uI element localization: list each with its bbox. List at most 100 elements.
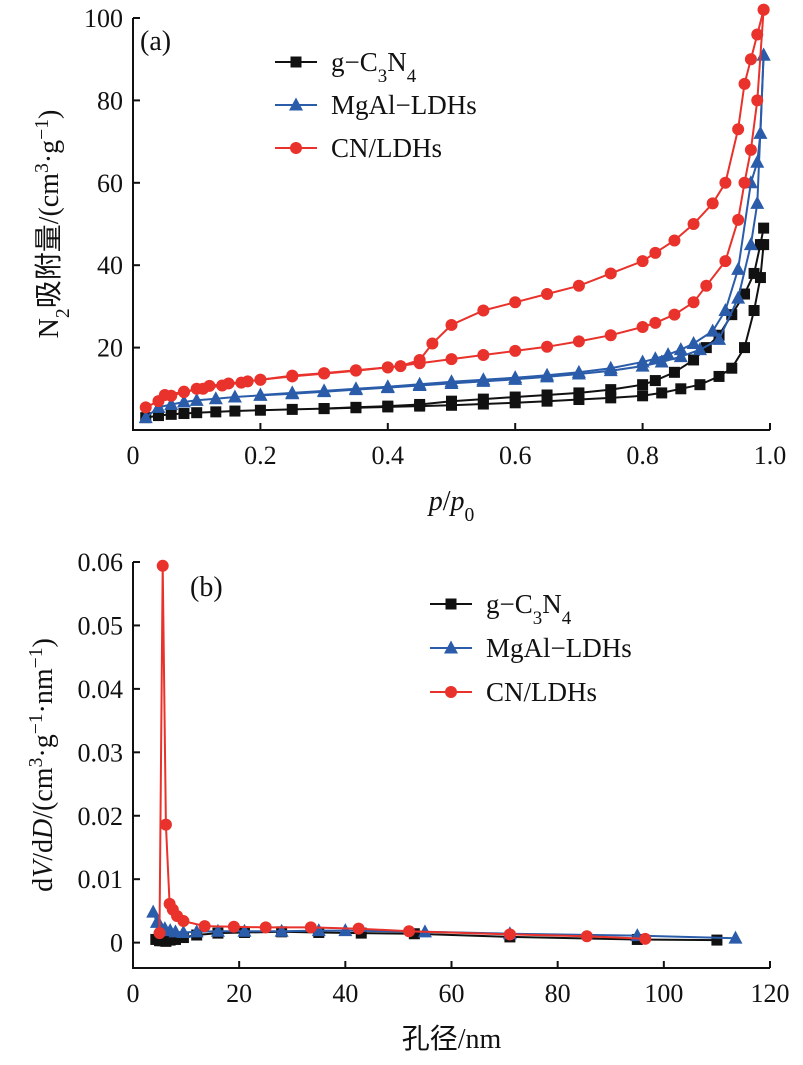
data-point <box>637 390 649 402</box>
data-point <box>477 349 490 362</box>
data-point <box>210 406 222 418</box>
data-point <box>675 383 687 395</box>
legend-label: MgAl−LDHs <box>486 633 632 663</box>
y-tick-label: 0.01 <box>78 865 124 894</box>
data-point <box>668 308 681 321</box>
data-point <box>541 288 554 301</box>
data-point <box>237 923 252 937</box>
y-tick-label: 0 <box>110 929 123 958</box>
x-tick-label: 100 <box>644 979 683 1008</box>
data-point <box>637 379 649 391</box>
data-point <box>687 218 700 230</box>
data-point <box>603 360 618 374</box>
x-tick-label: 120 <box>751 979 790 1008</box>
data-point <box>176 924 191 938</box>
data-point <box>731 261 746 275</box>
y-tick-label: 100 <box>84 4 123 33</box>
data-point <box>476 372 491 386</box>
y-tick-label: 60 <box>97 169 123 198</box>
data-point <box>197 382 210 395</box>
data-point <box>751 94 764 107</box>
legend-label: g−C3N4 <box>486 589 572 629</box>
data-point <box>210 923 225 937</box>
data-point <box>318 367 331 380</box>
data-point <box>540 367 555 381</box>
series-mgal-ldhs <box>138 47 771 424</box>
data-point <box>176 394 191 408</box>
data-point <box>235 376 248 389</box>
data-point <box>444 374 459 388</box>
data-point <box>571 364 586 378</box>
x-tick-label: 60 <box>439 979 465 1008</box>
axes-b <box>132 562 770 969</box>
legend-label: MgAl−LDHs <box>331 90 477 120</box>
data-point <box>757 3 770 16</box>
data-point <box>541 340 554 353</box>
data-point <box>403 925 416 938</box>
data-point <box>138 410 153 424</box>
data-point <box>726 309 738 321</box>
data-point <box>580 930 593 943</box>
data-point <box>208 391 223 405</box>
y-tick-label: 0.06 <box>78 548 124 577</box>
data-point <box>152 410 164 422</box>
data-point <box>349 364 362 377</box>
data-point <box>726 362 738 374</box>
data-point <box>705 323 720 337</box>
data-point <box>146 904 161 918</box>
data-point <box>572 335 585 348</box>
x-axis-label: p/p0 <box>427 486 475 526</box>
data-point <box>348 381 363 395</box>
data-point <box>654 354 669 368</box>
series-line <box>145 244 765 419</box>
data-point <box>311 923 326 937</box>
data-point <box>605 384 617 396</box>
data-point <box>414 398 426 410</box>
data-point <box>191 407 203 419</box>
legend-label: CN/LDHs <box>331 133 442 163</box>
data-point <box>649 246 662 259</box>
y-tick-label: 40 <box>97 251 123 280</box>
data-point <box>636 255 649 268</box>
data-point <box>198 920 211 933</box>
chart-b: 0 20 40 60 80 100 120 0 0.01 0.02 0.03 0.04 0.05 0.06… <box>26 548 790 1055</box>
data-point <box>739 288 751 300</box>
data-point <box>509 344 522 357</box>
data-point <box>477 393 489 405</box>
data-point <box>189 924 204 938</box>
data-point <box>412 376 427 390</box>
y-tick-label: 0.05 <box>78 611 124 640</box>
data-point <box>754 272 766 284</box>
data-point <box>738 176 751 189</box>
legend-marker <box>290 142 302 154</box>
series-line <box>164 9 765 396</box>
data-point <box>381 361 394 374</box>
y-tick-label: 20 <box>97 334 123 363</box>
legend-label: CN/LDHs <box>486 677 597 707</box>
data-point <box>445 318 458 331</box>
data-point <box>426 337 439 350</box>
data-point <box>380 379 395 393</box>
data-point <box>748 305 760 317</box>
data-point <box>687 296 700 309</box>
data-point <box>177 915 190 928</box>
data-point <box>350 401 362 413</box>
data-point <box>338 923 353 937</box>
legend-marker <box>445 686 457 698</box>
data-point <box>700 342 712 354</box>
data-point <box>541 395 553 407</box>
data-point <box>635 354 650 368</box>
data-point <box>688 354 700 366</box>
data-point <box>259 921 272 934</box>
data-point <box>274 923 289 937</box>
x-tick-label: 20 <box>226 979 252 1008</box>
data-point <box>503 928 516 941</box>
data-point <box>738 77 751 90</box>
data-point <box>227 389 242 403</box>
x-tick-label: 0.4 <box>372 441 405 470</box>
data-point <box>509 397 521 409</box>
data-point <box>508 370 523 384</box>
data-point <box>304 921 317 934</box>
data-point <box>756 47 771 61</box>
